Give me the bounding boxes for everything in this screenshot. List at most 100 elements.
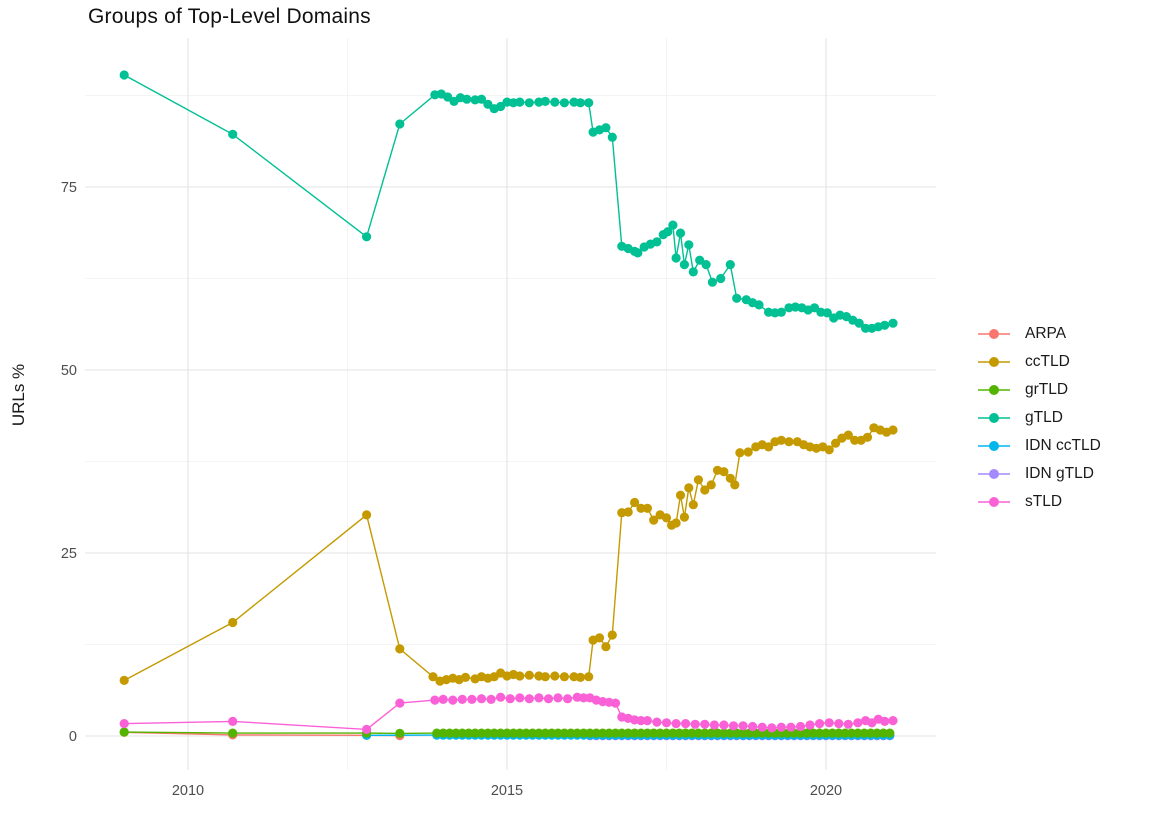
data-point	[786, 722, 796, 732]
data-point	[872, 728, 882, 738]
data-point	[543, 694, 554, 704]
data-point	[430, 695, 440, 705]
data-point	[547, 728, 557, 738]
data-point	[119, 70, 129, 80]
data-point	[228, 129, 238, 139]
data-point	[885, 728, 895, 738]
legend-key-icon	[978, 437, 1010, 455]
legend-key-icon	[978, 409, 1010, 427]
data-point	[496, 101, 506, 112]
legend-key-icon	[978, 493, 1010, 511]
data-point	[853, 728, 863, 738]
data-point	[457, 694, 467, 705]
series-line-cctld	[123, 426, 894, 682]
data-point	[228, 716, 238, 727]
y-axis-title: URLs %	[9, 363, 29, 427]
data-point	[846, 728, 857, 738]
legend-label: ccTLD	[1025, 353, 1070, 370]
data-point	[559, 728, 570, 738]
data-point	[834, 728, 844, 738]
data-point	[695, 255, 705, 265]
data-point	[671, 518, 681, 528]
data-point	[821, 728, 831, 738]
data-point	[362, 510, 372, 520]
data-point	[802, 728, 812, 738]
legend-item-grtld: grTLD	[978, 381, 1101, 399]
legend: ARPA ccTLD grTLD gTLD IDN ccTLD IDN gTLD sTLD	[978, 325, 1101, 511]
x-tick-label: 2015	[491, 783, 523, 799]
data-point	[228, 617, 238, 628]
chart-title: Groups of Top-Level Domains	[88, 5, 371, 28]
data-point	[859, 728, 869, 738]
data-point	[675, 228, 686, 238]
data-point	[119, 727, 129, 737]
data-point	[700, 485, 710, 495]
data-point	[805, 720, 815, 730]
data-point	[671, 719, 681, 729]
legend-item-idn-cctld: IDN ccTLD	[978, 437, 1101, 455]
data-point	[601, 123, 611, 133]
data-point	[661, 728, 672, 738]
data-point	[684, 240, 694, 250]
axis-ticks: 0 25 50 75 2010 2015 2020	[61, 180, 842, 799]
data-point	[700, 728, 710, 738]
data-point	[457, 728, 467, 738]
data-point	[815, 728, 825, 738]
data-point	[550, 97, 560, 107]
legend-label: IDN gTLD	[1025, 465, 1094, 482]
series-gtld	[119, 70, 898, 333]
data-point	[598, 728, 608, 738]
data-point	[827, 728, 838, 738]
data-point	[395, 698, 405, 708]
data-point	[843, 430, 853, 440]
data-point	[432, 728, 442, 738]
data-point	[476, 694, 487, 704]
data-point	[464, 728, 474, 738]
data-point	[572, 728, 582, 738]
legend-label: grTLD	[1025, 381, 1069, 398]
data-point	[681, 719, 691, 729]
data-point	[854, 318, 864, 328]
data-point	[540, 96, 550, 106]
legend-item-stld: sTLD	[978, 493, 1101, 511]
data-point	[725, 728, 735, 738]
data-point	[888, 425, 898, 435]
series-cctld	[119, 423, 898, 686]
data-point	[119, 675, 129, 686]
data-point	[438, 728, 448, 738]
data-point	[707, 277, 718, 287]
data-point	[754, 300, 764, 310]
data-point	[725, 473, 735, 483]
data-point	[866, 728, 876, 738]
data-point	[684, 483, 694, 493]
data-point	[451, 728, 461, 738]
data-point	[636, 728, 646, 738]
data-point	[462, 94, 472, 104]
data-point	[776, 722, 786, 732]
data-point	[735, 448, 745, 458]
data-point	[559, 98, 570, 108]
data-point	[633, 248, 643, 258]
data-point	[630, 728, 640, 738]
series-grtld	[119, 727, 895, 739]
data-point	[636, 716, 646, 726]
data-point	[688, 500, 698, 510]
data-point	[584, 98, 594, 108]
data-point	[661, 718, 672, 728]
data-point	[630, 497, 640, 508]
data-point	[663, 227, 673, 237]
data-point	[607, 132, 617, 142]
data-point	[623, 728, 633, 738]
y-tick-label: 75	[61, 180, 77, 196]
data-point	[534, 693, 544, 703]
data-point	[448, 695, 458, 705]
data-point	[496, 692, 506, 702]
data-point	[604, 728, 614, 738]
data-point	[553, 693, 563, 703]
series-line-gtld	[123, 74, 894, 329]
data-point	[540, 672, 550, 682]
legend-label: sTLD	[1025, 493, 1063, 510]
data-point	[784, 437, 794, 447]
data-point	[776, 435, 786, 445]
data-point	[824, 445, 834, 455]
